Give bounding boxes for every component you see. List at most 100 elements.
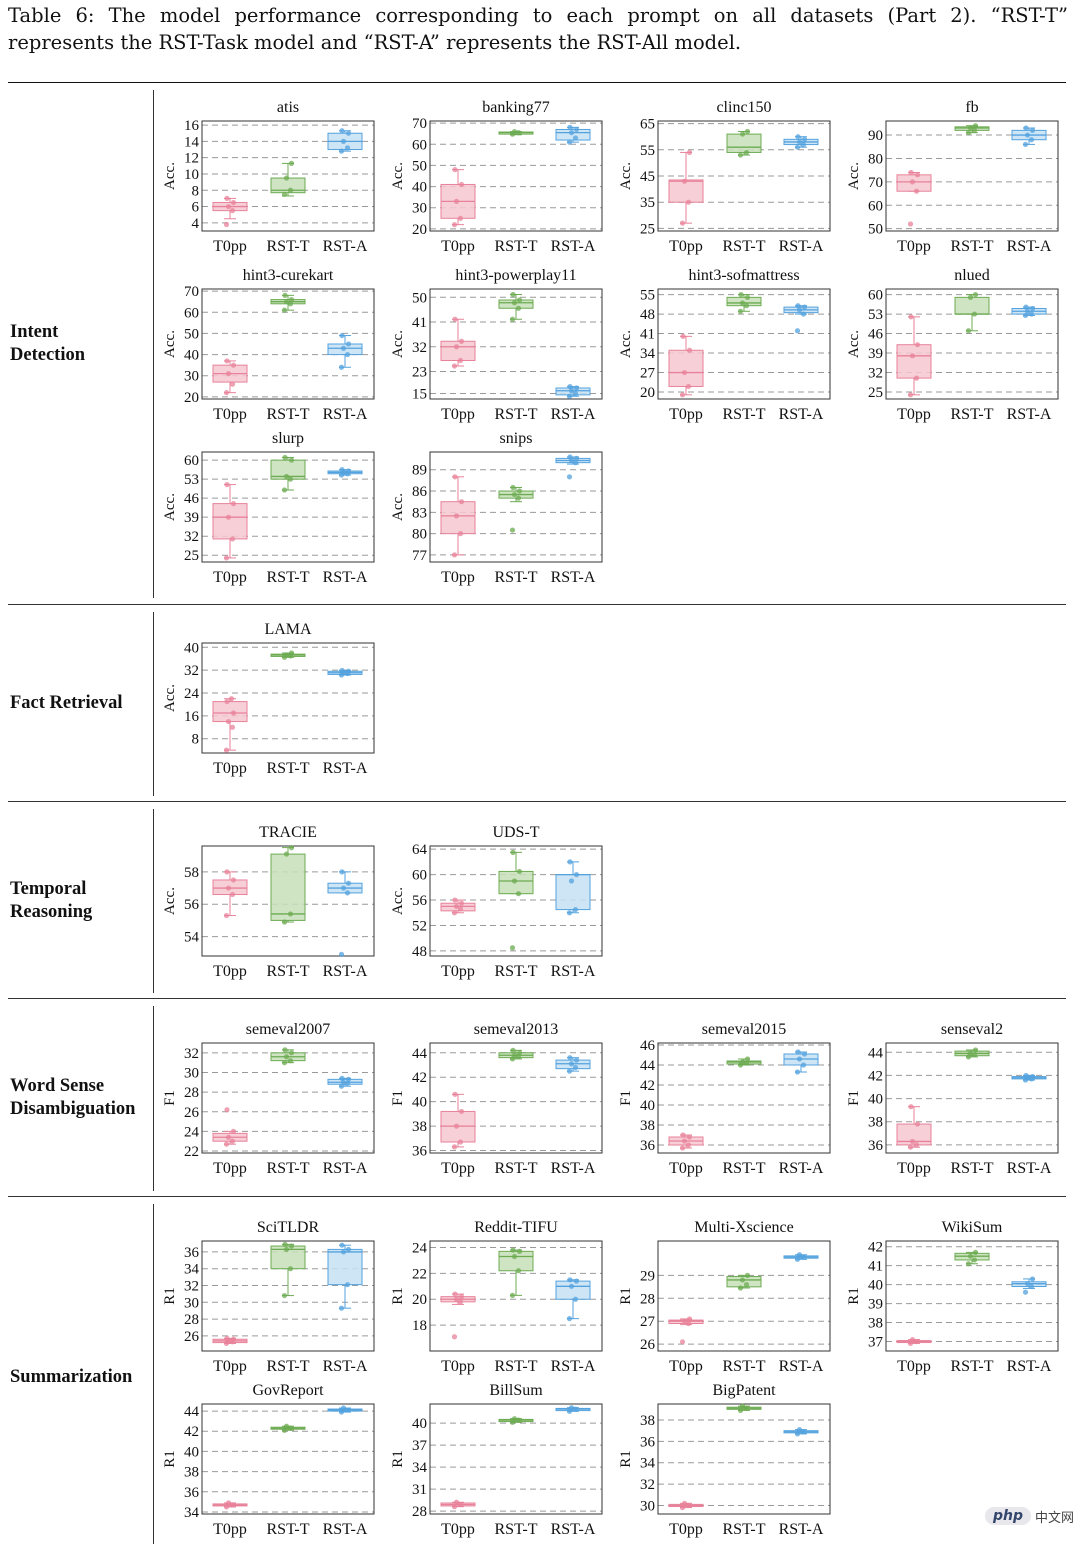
y-tick-label: 4: [192, 216, 200, 232]
data-point: [339, 128, 345, 134]
data-point: [345, 341, 352, 347]
plot-frame: [429, 451, 603, 563]
data-point: [339, 667, 345, 674]
chart-title: BigPatent: [712, 1382, 776, 1399]
data-point: [686, 1134, 693, 1140]
section-label-word-sense-disambiguation: Word Sense Disambiguation: [10, 1076, 136, 1119]
data-point: [451, 910, 458, 916]
data-point: [573, 385, 580, 391]
data-point: [572, 135, 579, 141]
chart-title: banking77: [482, 99, 550, 116]
chart-panel-semeval2007: semeval2007 F1 22 24 26 28 30 32 T0pp RST-T RST-A: [162, 1021, 375, 1177]
data-point: [340, 885, 347, 891]
box-series-rst-t: [954, 1249, 990, 1267]
y-tick-label: 53: [184, 472, 199, 488]
x-tick-label: RST-T: [495, 406, 538, 423]
y-tick-label: 50: [412, 158, 427, 174]
x-tick-label: T0pp: [441, 238, 475, 255]
data-point: [282, 292, 288, 298]
data-point: [515, 130, 522, 136]
data-point: [743, 149, 750, 156]
chart-panel-clinc150: clinc150 Acc. 25 35 45 55 65 T0pp RST-T RST-A: [618, 99, 831, 255]
y-tick-label: 48: [640, 307, 655, 323]
data-point: [225, 718, 232, 725]
chart-title: fb: [965, 99, 978, 116]
plot-frame: [201, 120, 375, 232]
data-point: [566, 474, 573, 480]
data-point: [223, 1504, 230, 1510]
box-series-rst-t: [726, 1056, 762, 1068]
data-point: [340, 1079, 347, 1085]
data-point: [451, 1144, 458, 1150]
box-series-rst-t: [498, 1047, 534, 1062]
box-series-rst-a: [327, 128, 363, 154]
data-point: [913, 1142, 920, 1148]
data-point: [909, 353, 916, 359]
box-series-rst-a: [555, 1405, 591, 1414]
x-tick-label: RST-A: [323, 238, 368, 255]
data-point: [566, 393, 573, 399]
y-tick-label: 70: [412, 116, 427, 132]
x-tick-label: RST-T: [267, 1160, 310, 1177]
x-tick-label: T0pp: [213, 406, 247, 423]
x-tick-label: T0pp: [213, 1521, 247, 1538]
y-tick-label: 39: [184, 510, 199, 526]
x-tick-label: RST-A: [323, 1521, 368, 1538]
data-point: [225, 371, 232, 377]
data-point: [679, 392, 686, 398]
y-tick-label: 89: [412, 463, 427, 479]
box-series-t0pp: [440, 316, 476, 369]
x-tick-label: RST-A: [323, 1160, 368, 1177]
y-tick-label: 27: [640, 366, 656, 382]
box-series-rst-a: [555, 124, 591, 145]
data-point: [344, 890, 351, 896]
plot-frame: [657, 1042, 831, 1154]
box-series-t0pp: [440, 1291, 476, 1340]
data-point: [281, 307, 288, 313]
chart-panel-slurp: slurp Acc. 25 32 39 46 53 60 T0pp RST-T RST-A: [162, 430, 375, 586]
section-label-summarization: Summarization: [10, 1367, 133, 1387]
chart-title: clinc150: [716, 99, 771, 116]
y-tick-label: 26: [184, 1329, 200, 1345]
chart-title: hint3-curekart: [243, 267, 334, 284]
data-point: [739, 1403, 746, 1409]
data-point: [794, 144, 801, 150]
y-tick-label: 46: [640, 1038, 656, 1054]
data-point: [796, 1056, 803, 1062]
data-point: [225, 1134, 232, 1140]
data-point: [909, 1337, 916, 1343]
box-series-t0pp: [212, 1335, 248, 1347]
x-tick-label: RST-A: [779, 238, 824, 255]
y-tick-label: 58: [184, 865, 199, 881]
data-point: [568, 1061, 575, 1067]
plot-frame: [201, 1042, 375, 1154]
chart-panel-tracie: TRACIE Acc. 54 56 58 T0pp RST-T RST-A: [162, 824, 375, 980]
y-tick-label: 16: [184, 118, 200, 134]
section-label-fact-retrieval: Fact Retrieval: [10, 693, 123, 713]
x-tick-label: RST-T: [951, 238, 994, 255]
x-tick-label: T0pp: [669, 1160, 703, 1177]
y-tick-label: 64: [412, 842, 428, 858]
data-point: [509, 945, 516, 951]
chart-panel-govreport: GovReport R1 34 36 38 40 42 44 T0pp RST-T RST-A: [162, 1382, 375, 1538]
data-point: [457, 357, 464, 364]
y-axis-label: Acc.: [162, 887, 178, 915]
data-point: [681, 1318, 688, 1324]
table-caption: Table 6: The model performance correspon…: [8, 4, 1068, 54]
y-tick-label: 24: [412, 1240, 428, 1256]
y-tick-label: 8: [192, 732, 200, 748]
data-point: [282, 1241, 288, 1247]
y-tick-label: 40: [412, 180, 427, 196]
data-point: [230, 501, 237, 507]
box-series-rst-t: [498, 128, 534, 137]
chart-title: GovReport: [252, 1382, 324, 1399]
x-tick-label: RST-T: [723, 1521, 766, 1538]
section-separator: [153, 1006, 154, 1191]
y-tick-label: 41: [412, 315, 427, 331]
watermark-text: 中文网: [1035, 1510, 1075, 1526]
plot-frame: [885, 288, 1059, 400]
box: [327, 1248, 363, 1286]
y-axis-label: R1: [846, 1287, 862, 1305]
x-tick-label: T0pp: [897, 406, 931, 423]
